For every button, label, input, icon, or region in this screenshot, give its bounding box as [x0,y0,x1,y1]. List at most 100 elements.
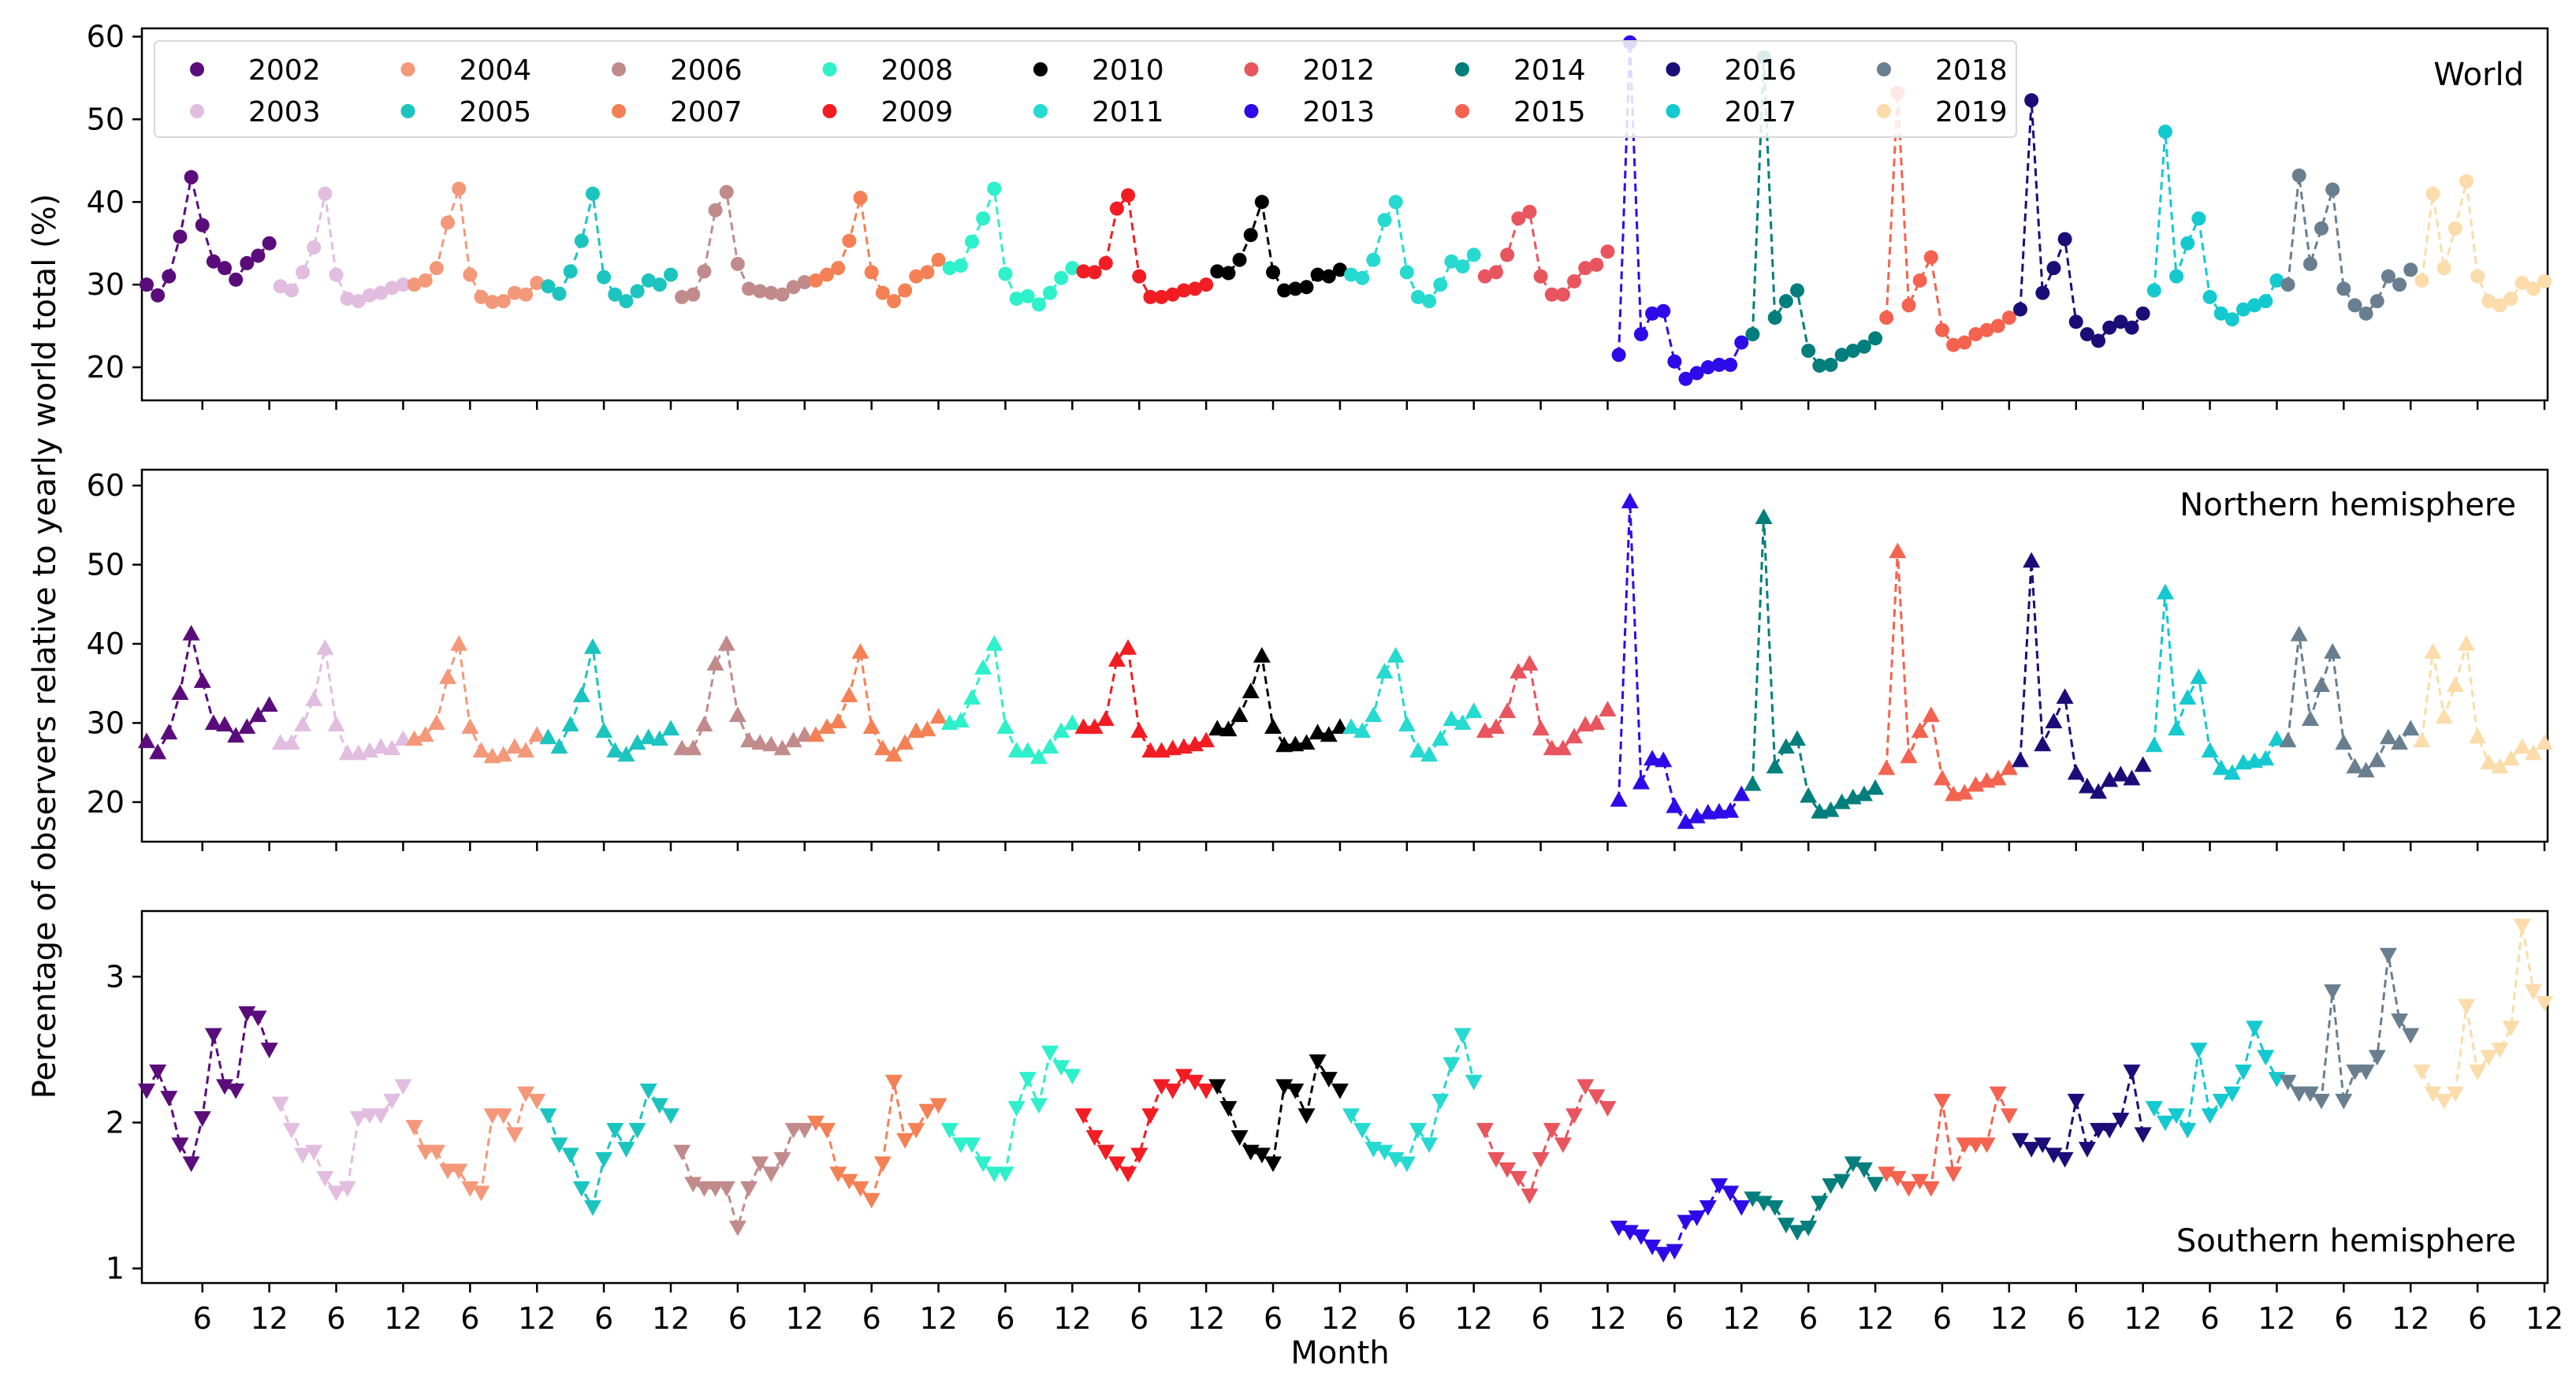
data-point [619,294,634,309]
data-point [851,642,869,659]
data-point [1544,287,1559,302]
x-tick-label: 6 [1264,1301,1282,1336]
data-point [2502,749,2520,766]
x-tick-label: 6 [2334,1301,2353,1336]
data-point [985,634,1003,651]
data-point [1431,730,1450,746]
data-point [1052,1060,1070,1077]
data-point [351,294,366,309]
data-point [1576,1079,1595,1095]
data-point [1433,277,1448,292]
data-point [1878,1166,1896,1183]
x-tick-label: 6 [594,1301,613,1336]
data-point [1085,718,1104,735]
data-point [1989,769,2007,786]
data-point [2357,761,2375,778]
data-point [561,1147,579,1164]
data-point [2202,289,2217,304]
data-point [2403,262,2418,277]
data-point [2314,221,2329,236]
data-point [505,1127,523,1144]
data-point [2169,269,2184,284]
legend-marker [1666,104,1681,118]
data-point [1822,1178,1840,1194]
data-point [1009,291,1024,306]
series-line [2153,592,2278,775]
data-point [896,1133,914,1149]
legend-marker [190,62,204,76]
data-point [820,267,835,282]
data-point [218,261,233,276]
data-point [2123,1064,2141,1080]
data-point [1230,1130,1249,1146]
data-point [1655,1247,1673,1263]
data-point [530,276,545,291]
data-point [740,1181,758,1197]
data-point [996,718,1014,735]
data-point [1933,769,1951,786]
data-point [2045,1147,2063,1164]
data-point [394,730,412,746]
data-point [1845,344,1860,359]
data-point [396,277,411,292]
data-point [2536,734,2553,750]
data-point [1096,1144,1115,1161]
data-point [1087,265,1102,280]
data-point [1990,318,2005,333]
data-point [2435,1093,2453,1110]
data-point [1355,270,1370,285]
series-line [1350,199,1475,303]
data-point [316,1170,334,1187]
data-point [2368,1050,2386,1066]
series-2013 [1610,493,1751,829]
data-point [2346,1064,2364,1080]
data-point [987,181,1002,196]
data-point [786,280,801,295]
x-tick-label: 6 [996,1301,1014,1336]
data-point [996,1166,1014,1183]
series-2003 [271,638,412,761]
data-point [2381,269,2395,284]
data-point [1723,357,1738,372]
data-point [1957,335,1972,350]
data-point [2448,221,2462,236]
data-point [294,716,312,732]
data-point [1063,1069,1081,1085]
data-point [2524,744,2542,761]
series-2009 [1074,1069,1215,1183]
y-tick-label: 60 [87,19,125,54]
series-2008 [942,181,1080,312]
data-point [1879,311,1894,325]
data-point [1956,1137,1974,1154]
data-point [162,269,177,284]
data-point [149,1064,167,1080]
data-point [1043,285,1058,300]
data-point [2112,1112,2130,1129]
data-point [717,634,735,651]
series-2011 [1342,1028,1483,1173]
data-point [427,1144,445,1161]
data-point [138,1083,155,1099]
data-point [2000,1108,2018,1125]
data-point [1409,1122,1427,1139]
data-point [149,743,167,760]
data-point [1878,759,1896,775]
data-point [2424,642,2442,659]
data-point [262,236,277,251]
data-point [1509,1170,1528,1187]
data-point [1230,706,1249,723]
data-point [641,273,656,288]
data-point [572,1181,590,1197]
data-point [2313,1093,2331,1110]
series-2014 [1744,1156,1885,1241]
data-point [1511,211,1526,226]
data-point [541,279,556,294]
panel-label: Southern hemisphere [2176,1223,2516,1259]
data-point [583,638,601,654]
data-point [583,1199,601,1216]
series-2019 [2413,918,2553,1110]
data-point [1454,714,1472,731]
x-tick-label: 12 [1856,1301,1894,1336]
data-point [1766,757,1784,774]
